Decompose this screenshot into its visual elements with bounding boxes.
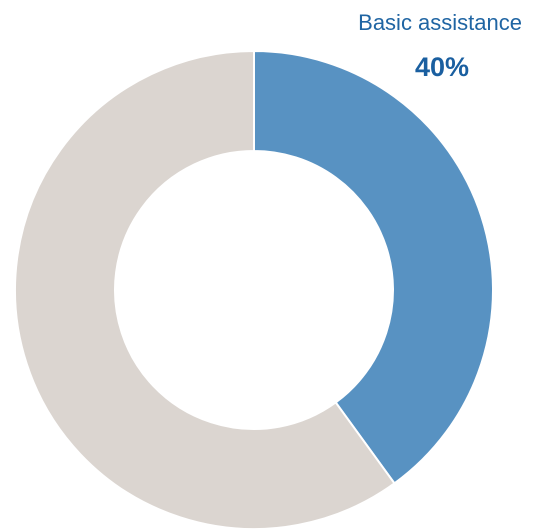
- slice-basic-assistance: [253, 49, 494, 485]
- slice-label-basic-assistance: Basic assistance: [358, 10, 522, 35]
- donut-slices: [14, 49, 494, 529]
- slice-value-basic-assistance: 40%: [415, 52, 469, 82]
- slice-2: [14, 49, 396, 529]
